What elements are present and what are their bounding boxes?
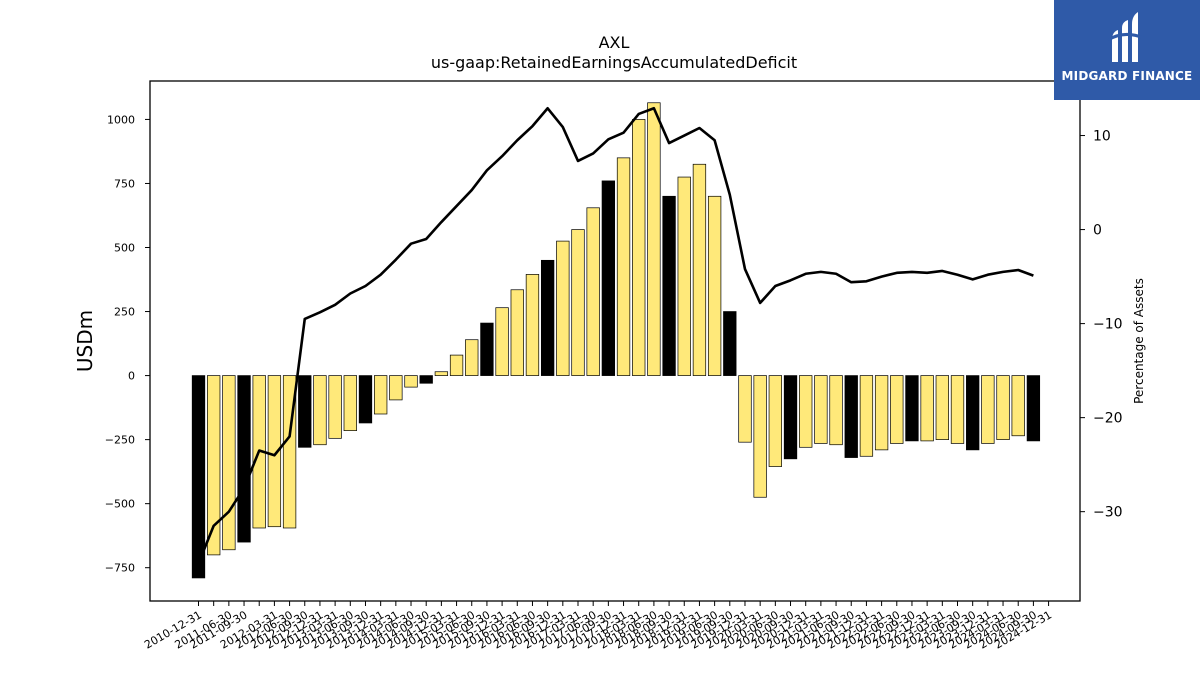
y2-tick-label: 10	[1093, 129, 1111, 145]
bar	[677, 176, 691, 376]
bar	[859, 375, 874, 457]
chart-subtitle: us-gaap:RetainedEarningsAccumulatedDefic…	[431, 53, 797, 72]
bar	[829, 375, 843, 446]
bar	[510, 289, 524, 376]
bar	[632, 119, 646, 376]
bar	[814, 375, 828, 444]
bar	[723, 311, 737, 376]
bar	[525, 274, 540, 376]
y2-tick-label: −10	[1093, 317, 1123, 333]
bar	[647, 102, 661, 376]
bar	[571, 229, 585, 376]
bar	[298, 375, 312, 448]
bar	[1026, 375, 1041, 442]
bar	[981, 375, 995, 444]
midgard-logo-icon	[1107, 12, 1145, 62]
bar	[480, 322, 494, 376]
bar	[966, 375, 980, 451]
y2-tick-label: 0	[1093, 223, 1102, 239]
bar	[222, 375, 236, 551]
bar	[616, 157, 631, 376]
logo-brand-text: MIDGARD FINANCE	[1061, 69, 1193, 83]
y-tick-label: 750	[114, 177, 135, 190]
y2-axis-label: Percentage of Assets	[1132, 278, 1146, 404]
percentage-line	[197, 106, 1034, 564]
bar	[328, 375, 342, 439]
bar	[267, 375, 282, 528]
y-tick-label: 0	[128, 370, 135, 383]
y-tick-label: −750	[105, 562, 135, 575]
bar	[237, 375, 251, 543]
bar	[207, 375, 221, 556]
bar	[905, 375, 919, 442]
bar	[313, 375, 327, 446]
bar	[707, 195, 722, 376]
bar	[601, 180, 616, 376]
y2-tick-label: −30	[1093, 505, 1123, 521]
midgard-finance-logo: MIDGARD FINANCE	[1054, 0, 1200, 100]
bar	[556, 240, 570, 376]
y-tick-label: −500	[105, 498, 135, 511]
plot-frame	[149, 80, 1081, 602]
bar	[434, 371, 449, 376]
bar	[662, 195, 676, 376]
y-axis-label: USDm	[73, 310, 97, 372]
bar	[920, 375, 934, 442]
chart-title: AXL	[599, 33, 630, 52]
bar	[1011, 375, 1025, 437]
bar	[358, 375, 373, 424]
y-tick-label: 500	[114, 242, 135, 255]
bar	[844, 375, 858, 458]
bar	[343, 375, 357, 431]
y-tick-label: −250	[105, 434, 135, 447]
bar	[738, 375, 752, 443]
bar	[799, 375, 813, 448]
y-tick-label: 250	[114, 306, 135, 319]
bar	[389, 375, 403, 401]
bar	[783, 375, 798, 460]
bar	[449, 354, 464, 376]
bar	[465, 339, 479, 376]
bar	[950, 375, 965, 444]
bar	[768, 375, 782, 467]
y-tick-label: 1000	[107, 113, 135, 126]
bar	[753, 375, 767, 498]
bar	[404, 375, 418, 388]
bar	[586, 207, 600, 376]
bar	[996, 375, 1010, 440]
bar	[692, 163, 707, 376]
bar	[374, 375, 388, 415]
bar	[890, 375, 904, 444]
bar	[191, 375, 206, 579]
bar	[935, 375, 949, 440]
bar	[419, 375, 433, 384]
bar	[540, 259, 555, 376]
bar	[874, 375, 889, 451]
bar	[495, 307, 509, 376]
y2-tick-label: −20	[1093, 411, 1123, 427]
